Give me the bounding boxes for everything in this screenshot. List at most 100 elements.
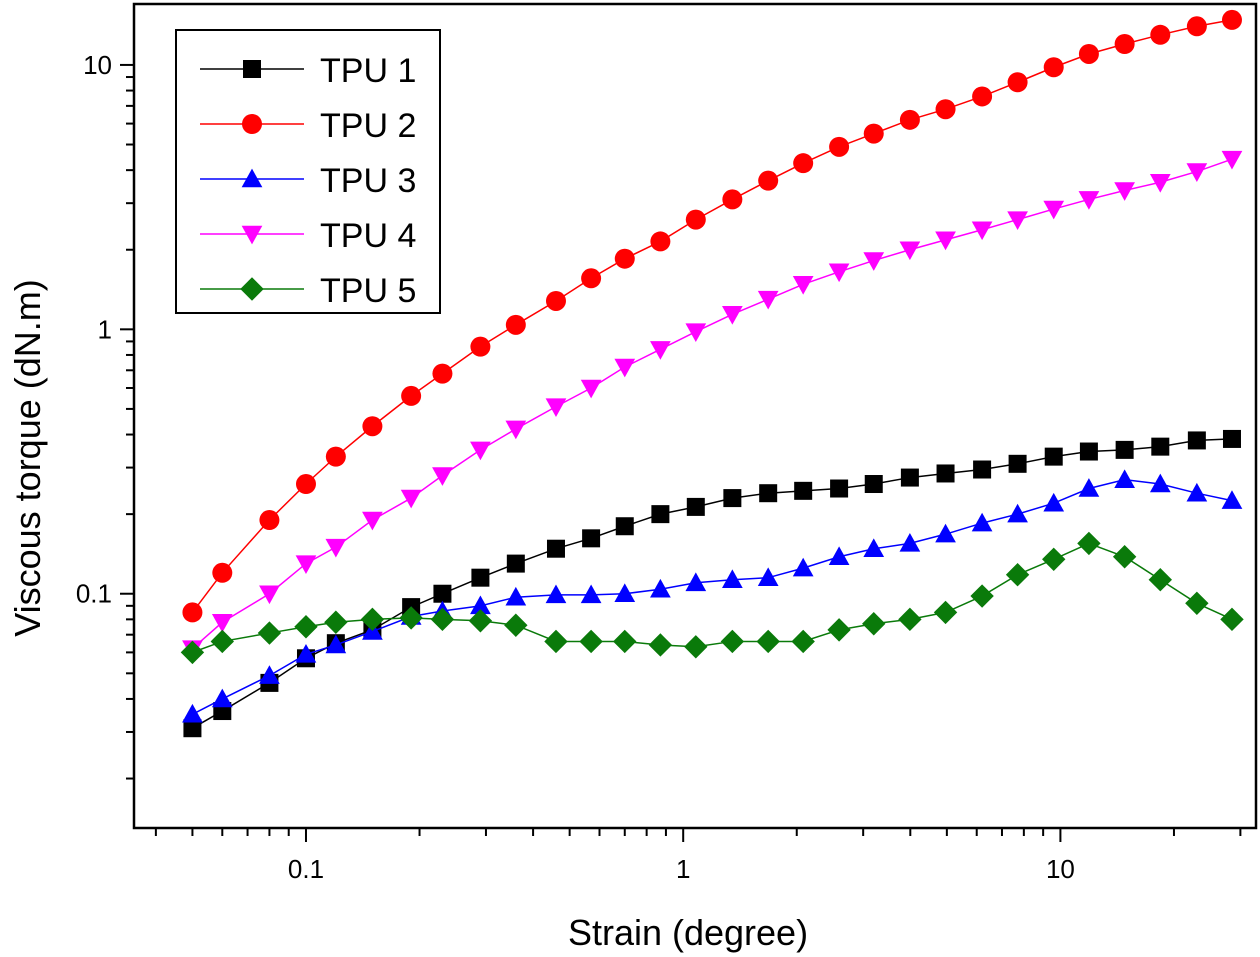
data-point [1078,191,1100,210]
data-point [614,248,635,269]
legend-item: TPU 3 [200,162,416,200]
data-point [259,665,280,684]
legend-marker [241,168,263,188]
legend-label: TPU 3 [320,162,416,200]
data-point [973,460,992,479]
data-point [614,583,636,603]
data-point [1007,72,1028,93]
data-point [1151,437,1170,456]
data-point [1044,447,1063,466]
series-line [192,542,1233,654]
data-point [1115,440,1134,459]
data-point [899,533,921,552]
plot-frame [132,2,1258,830]
data-point [900,468,919,487]
data-point [1150,24,1171,45]
data-point [1149,173,1171,193]
data-point [829,136,850,157]
data-point [581,268,602,289]
data-point [1007,503,1028,523]
data-point [1077,531,1101,556]
legend-label: TPU 5 [320,272,416,310]
series-tpu-2 [182,9,1242,623]
data-point [1008,454,1027,473]
data-point [580,584,602,604]
data-point [1186,163,1208,182]
data-point [579,629,603,654]
y-tick-label: 10 [83,50,112,80]
data-point [183,719,202,738]
data-point [757,290,779,310]
data-point [685,209,706,230]
data-point [259,510,280,531]
data-point [828,546,850,566]
data-point [430,607,455,632]
data-point [360,607,385,632]
data-point [362,416,383,437]
data-point [615,517,634,536]
data-point [1185,591,1209,616]
data-point [505,420,527,440]
data-point [685,323,707,342]
data-point [650,231,671,252]
data-point [505,314,526,335]
data-point [211,613,233,633]
x-tick-label: 10 [1046,854,1075,884]
data-point [614,358,636,378]
data-point [1114,182,1135,201]
data-point [325,538,347,558]
data-point [470,441,491,461]
data-point [182,703,203,723]
data-point [863,252,885,271]
data-point [432,363,453,384]
data-point [1149,473,1171,493]
data-point [582,529,601,548]
series-tpu-1 [183,429,1241,738]
legend: TPU 1 TPU 2 TPU 3 TPU 4 TPU 5 [175,29,441,314]
series-line [192,478,1233,715]
x-axis-title: Strain (degree) [568,912,808,953]
series-tpu-3 [182,469,1243,723]
data-point [1186,482,1208,502]
data-point [1220,607,1244,632]
data-point [545,290,566,311]
data-point [722,569,743,588]
data-point [899,241,921,261]
data-point [686,497,705,516]
legend-marker [243,60,261,78]
data-point [471,568,490,587]
data-point [544,629,568,654]
legend-marker [242,114,262,134]
data-point [650,578,671,598]
series-tpu-4 [182,150,1243,659]
legend-label: TPU 2 [320,107,416,145]
data-point [1114,469,1135,488]
data-point [792,276,814,295]
series-tpu-5 [180,531,1244,665]
data-point [792,557,814,577]
data-point [756,629,780,654]
series-layer [180,9,1244,738]
data-point [863,538,885,557]
data-point [793,153,814,174]
data-point [1187,431,1206,450]
data-point [863,123,884,144]
legend-label: TPU 4 [320,217,416,255]
data-point [1043,57,1064,78]
x-tick-label: 1 [676,854,690,884]
legend-label: TPU 1 [320,52,416,90]
data-point [1078,478,1100,497]
data-point [1222,429,1241,448]
data-point [212,562,233,583]
data-point [545,584,567,604]
data-point [791,629,815,654]
data-point [864,475,883,494]
data-point [545,398,567,417]
y-axis-title: Viscous torque (dN.m) [7,279,48,636]
data-point [180,640,205,665]
data-point [295,555,317,574]
data-point [362,511,383,531]
data-point [1005,563,1030,587]
data-point [432,467,453,486]
data-point [182,602,203,623]
